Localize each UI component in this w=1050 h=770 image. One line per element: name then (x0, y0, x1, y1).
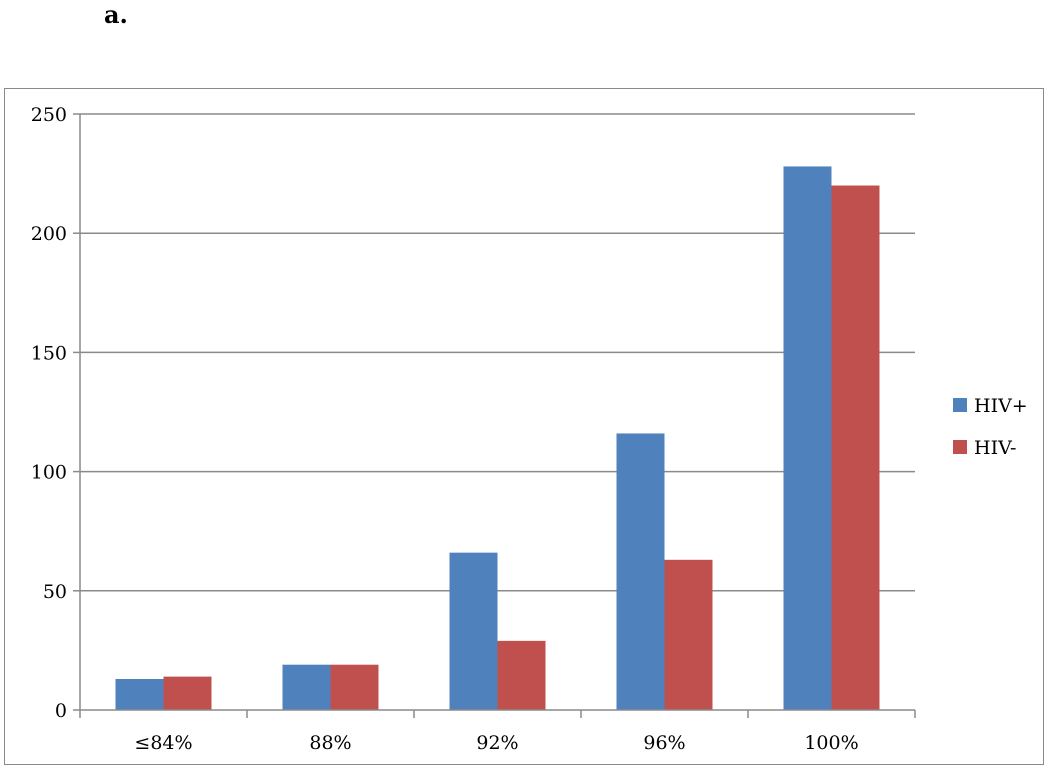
bar-HIV--≤84% (163, 676, 212, 710)
x-tick-label: ≤84% (134, 732, 192, 754)
legend-label: HIV+ (974, 395, 1028, 417)
panel-label: a. (104, 0, 128, 29)
bar-HIV+-92% (449, 552, 498, 710)
bar-HIV--100% (831, 185, 880, 710)
legend: HIV+ HIV- (953, 395, 1028, 459)
bars (115, 166, 880, 710)
legend-swatch-HIV+ (953, 398, 967, 412)
bar-HIV--88% (330, 664, 379, 710)
y-tick-label: 100 (31, 462, 67, 484)
legend-label: HIV- (974, 437, 1016, 459)
bar-HIV+-96% (616, 433, 665, 710)
x-tick-label: 96% (643, 732, 685, 754)
bar-HIV--92% (497, 640, 546, 710)
bar-HIV--96% (664, 559, 713, 710)
y-tick-label: 50 (43, 581, 67, 603)
x-tick-labels: ≤84% 88% 92% 96% 100% (134, 732, 858, 754)
y-tick-label: 0 (55, 700, 67, 722)
bar-HIV+-100% (783, 166, 832, 710)
y-tick-label: 250 (31, 104, 67, 126)
y-tick-label: 200 (31, 223, 67, 245)
axes (73, 113, 916, 718)
x-tick-label: 100% (804, 732, 858, 754)
x-tick-label: 88% (309, 732, 351, 754)
y-tick-label: 150 (31, 342, 67, 364)
bar-HIV+-88% (282, 664, 331, 710)
legend-swatch-HIV- (953, 440, 967, 454)
x-tick-label: 92% (476, 732, 518, 754)
y-tick-labels: 0 50 100 150 200 250 (31, 104, 67, 722)
bar-HIV+-≤84% (115, 679, 164, 710)
